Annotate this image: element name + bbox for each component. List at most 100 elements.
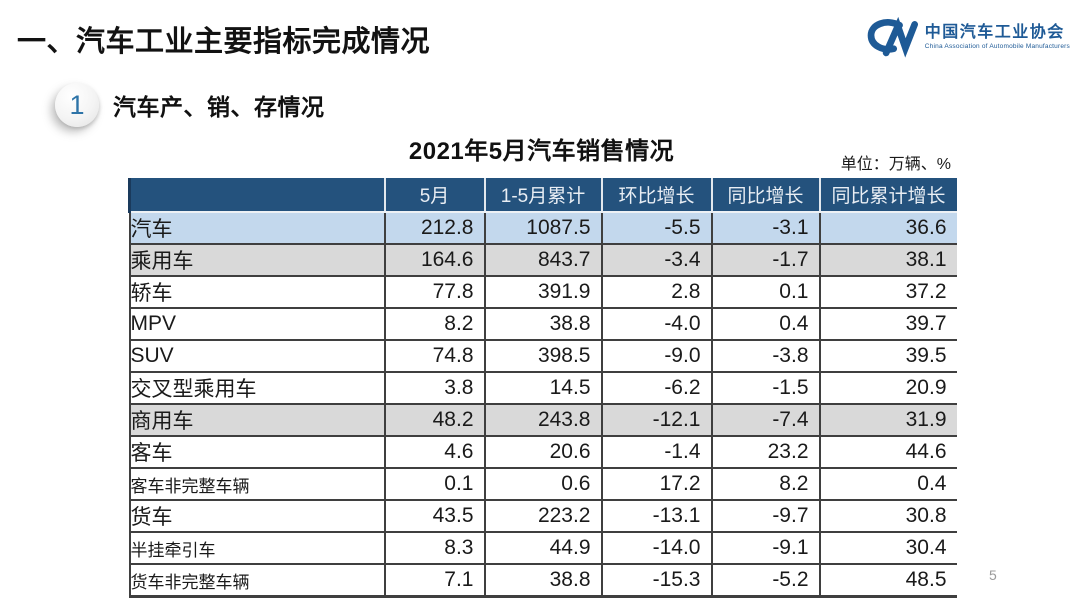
cell-value: -7.4 [710,403,820,436]
table-row: 货车 43.5 223.2 -13.1 -9.7 30.8 [128,499,957,532]
table-row: MPV 8.2 38.8 -4.0 0.4 39.7 [128,307,957,340]
cell-value: 30.8 [818,499,957,532]
row-label: 交叉型乘用车 [128,371,385,404]
logo-name-en: China Association of Automobile Manufact… [924,43,1070,51]
table-row: 客车非完整车辆 0.1 0.6 17.2 8.2 0.4 [128,467,957,500]
table-row: 乘用车 164.6 843.7 -3.4 -1.7 38.1 [128,243,957,276]
table-title: 2021年5月汽车销售情况 [408,138,675,165]
cell-value: 0.1 [710,275,820,308]
cell-value: 212.8 [383,211,485,244]
row-label: MPV [128,307,385,340]
cell-value: -1.4 [600,435,712,468]
cell-value: -4.0 [600,307,712,340]
cell-value: -15.3 [600,563,712,598]
corner-header-cell [128,178,385,213]
sales-table: 5月 1-5月累计 环比增长 同比增长 同比累计增长 汽车 212.8 1087.5 -5.5… [128,178,957,598]
table-header-row: 5月 1-5月累计 环比增长 同比增长 同比累计增长 [128,178,957,213]
cell-value: 164.6 [383,243,485,276]
cell-value: 38.1 [818,243,957,276]
page-title: 一、汽车工业主要指标完成情况 [17,26,431,58]
cell-value: 44.6 [818,435,957,468]
caam-logo-mark [867,16,918,58]
cell-value: -6.2 [600,371,712,404]
unit-label: 单位：万辆、% [840,156,951,173]
cell-value: -3.1 [710,211,820,244]
cell-value: 37.2 [818,275,957,308]
cell-value: -14.0 [600,531,712,564]
column-header: 环比增长 [600,178,712,213]
cell-value: 44.9 [483,531,602,564]
cell-value: 0.6 [483,467,602,500]
table-row: 商用车 48.2 243.8 -12.1 -7.4 31.9 [128,403,957,436]
cell-value: 0.4 [818,467,957,500]
cell-value: 843.7 [483,243,602,276]
cell-value: 398.5 [483,339,602,372]
cell-value: 4.6 [383,435,485,468]
cell-value: 20.6 [483,435,602,468]
cell-value: 17.2 [600,467,712,500]
cell-value: 39.7 [818,307,957,340]
cell-value: 36.6 [818,211,957,244]
cell-value: -3.8 [710,339,820,372]
cell-value: -9.7 [710,499,820,532]
row-label: 汽车 [128,211,385,244]
cell-value: 8.3 [383,531,485,564]
cell-value: 2.8 [600,275,712,308]
table-row: 半挂牵引车 8.3 44.9 -14.0 -9.1 30.4 [128,531,957,564]
caam-logo: 中国汽车工业协会 China Association of Automobile… [866,16,1070,58]
row-label: 货车非完整车辆 [128,563,385,598]
row-label: 半挂牵引车 [128,531,385,564]
cell-value: 0.1 [383,467,485,500]
cell-value: 0.4 [710,307,820,340]
cell-value: 23.2 [710,435,820,468]
cell-value: 48.5 [818,563,957,598]
cell-value: -13.1 [600,499,712,532]
cell-value: 77.8 [383,275,485,308]
row-label: 客车非完整车辆 [128,467,385,500]
table-row: 轿车 77.8 391.9 2.8 0.1 37.2 [128,275,957,308]
cell-value: 14.5 [483,371,602,404]
cell-value: 38.8 [483,563,602,598]
column-header: 5月 [383,178,485,213]
column-header: 同比增长 [710,178,820,213]
logo-name-cn: 中国汽车工业协会 [924,23,1065,41]
cell-value: 223.2 [483,499,602,532]
cell-value: 30.4 [818,531,957,564]
cell-value: 31.9 [818,403,957,436]
cell-value: 7.1 [383,563,485,598]
cell-value: 74.8 [383,339,485,372]
cell-value: -9.1 [710,531,820,564]
section-header: 1 汽车产、销、存情况 [55,83,325,127]
table-row: 交叉型乘用车 3.8 14.5 -6.2 -1.5 20.9 [128,371,957,404]
cell-value: -5.2 [710,563,820,598]
section-title: 汽车产、销、存情况 [113,94,325,120]
row-label: 客车 [128,435,385,468]
cell-value: 8.2 [710,467,820,500]
cell-value: -1.5 [710,371,820,404]
table-row: SUV 74.8 398.5 -9.0 -3.8 39.5 [128,339,957,372]
cell-value: 20.9 [818,371,957,404]
cell-value: -9.0 [600,339,712,372]
cell-value: 1087.5 [483,211,602,244]
cell-value: 243.8 [483,403,602,436]
cell-value: 3.8 [383,371,485,404]
cell-value: 39.5 [818,339,957,372]
cell-value: 391.9 [483,275,602,308]
row-label: 轿车 [128,275,385,308]
cell-value: 8.2 [383,307,485,340]
row-label: SUV [128,339,385,372]
table-row: 货车非完整车辆 7.1 38.8 -15.3 -5.2 48.5 [128,563,957,598]
cell-value: -3.4 [600,243,712,276]
cell-value: 43.5 [383,499,485,532]
section-number-badge: 1 [55,83,99,127]
page-number: 5 [989,567,997,583]
cell-value: 48.2 [383,403,485,436]
cell-value: -5.5 [600,211,712,244]
table-row: 客车 4.6 20.6 -1.4 23.2 44.6 [128,435,957,468]
cell-value: -1.7 [710,243,820,276]
cell-value: -12.1 [600,403,712,436]
cell-value: 38.8 [483,307,602,340]
table-body: 汽车 212.8 1087.5 -5.5 -3.1 36.6 乘用车 164.6 843.7 -3… [128,211,957,598]
row-label: 货车 [128,499,385,532]
column-header: 同比累计增长 [818,178,957,213]
